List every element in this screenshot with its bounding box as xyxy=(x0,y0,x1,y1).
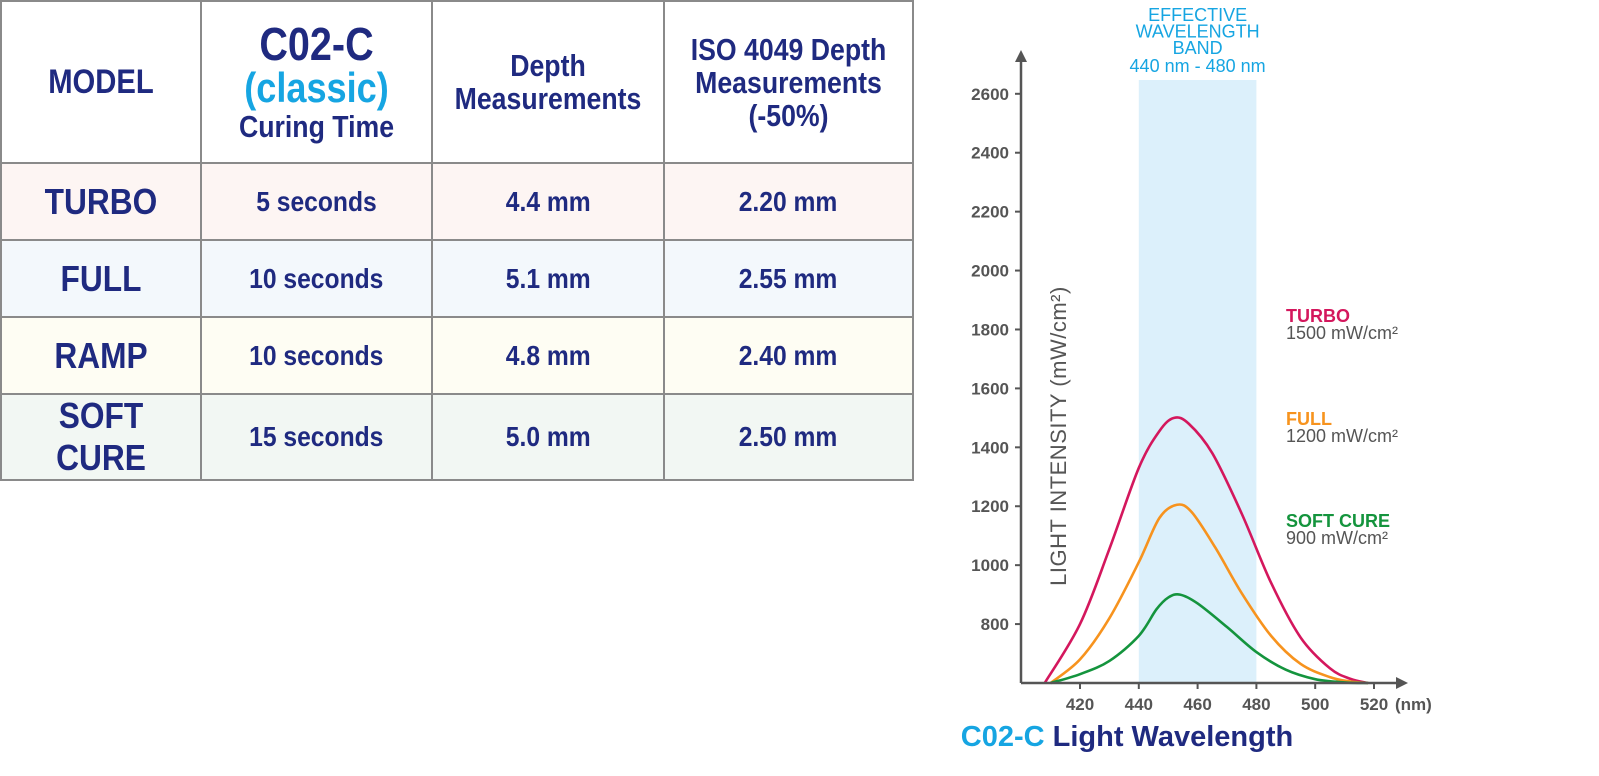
cell-model: RAMP xyxy=(0,316,202,395)
band-layer xyxy=(1138,80,1257,683)
cell-time: 5 seconds xyxy=(200,162,433,241)
table-header-row: MODEL C02-C (classic) Curing Time Depth … xyxy=(1,0,913,164)
header-curing-line3: Curing Time xyxy=(238,108,395,144)
cell-model: FULL xyxy=(0,239,202,318)
x-title-main: Light Wavelength xyxy=(1053,721,1294,753)
cell-time: 10 seconds xyxy=(200,316,433,395)
y-tick-label: 1000 xyxy=(971,556,1009,575)
x-axis-arrow xyxy=(1396,677,1408,689)
cell-depth: 5.0 mm xyxy=(431,393,665,481)
legend-value: 1200 mW/cm² xyxy=(1286,426,1398,446)
axis-layer xyxy=(1015,50,1408,689)
cell-iso: 2.40 mm xyxy=(663,316,914,395)
y-tick-label: 2000 xyxy=(971,262,1009,281)
band-title-line: BAND xyxy=(1173,38,1223,58)
cell-iso: 2.50 mm xyxy=(663,393,914,481)
cell-depth: 4.8 mm xyxy=(431,316,665,395)
band-range-label: 440 nm - 480 nm xyxy=(1130,56,1266,76)
header-curing-line1: C02-C xyxy=(259,17,374,70)
legend-name: FULL xyxy=(1286,409,1332,429)
header-iso-line2: Measurements xyxy=(695,64,882,100)
cell-depth: 4.4 mm xyxy=(431,162,665,241)
cell-model: TURBO xyxy=(0,162,202,241)
x-tick-label: 480 xyxy=(1242,695,1270,714)
x-tick-label: 460 xyxy=(1183,695,1211,714)
y-tick-label: 1800 xyxy=(971,320,1009,339)
x-axis-title: C02-C Light Wavelength xyxy=(961,721,1293,753)
header-iso: ISO 4049 Depth Measurements (-50%) xyxy=(680,0,897,164)
legend-value: 900 mW/cm² xyxy=(1286,528,1388,548)
table-row-ramp: RAMP 10 seconds 4.8 mm 2.40 mm xyxy=(0,316,914,395)
header-depth-line2: Measurements xyxy=(454,81,642,116)
band-title-line: WAVELENGTH xyxy=(1136,22,1260,42)
y-axis-arrow xyxy=(1015,50,1027,62)
y-tick-label: 2400 xyxy=(971,144,1009,163)
header-iso-line3: (-50%) xyxy=(748,97,829,133)
header-depth-line1: Depth xyxy=(510,48,586,83)
effective-band xyxy=(1138,80,1257,683)
cell-depth: 5.1 mm xyxy=(431,239,665,318)
x-tick-label: 520 xyxy=(1360,695,1388,714)
cell-model: SOFT CURE xyxy=(0,393,202,481)
cell-time: 10 seconds xyxy=(200,239,433,318)
y-tick-label: 1400 xyxy=(971,438,1009,457)
x-title-accent: C02-C xyxy=(961,721,1053,753)
x-tick-label: 440 xyxy=(1125,695,1153,714)
table-row-turbo: TURBO 5 seconds 4.4 mm 2.20 mm xyxy=(0,162,914,241)
x-tick-label: 500 xyxy=(1301,695,1329,714)
x-tick-label: 420 xyxy=(1066,695,1094,714)
header-model: MODEL xyxy=(14,0,188,164)
cell-iso: 2.55 mm xyxy=(663,239,914,318)
band-title-line: EFFECTIVE xyxy=(1148,5,1247,25)
header-iso-line1: ISO 4049 Depth xyxy=(690,31,887,67)
table-row-soft-cure: SOFT CURE 15 seconds 5.0 mm 2.50 mm xyxy=(0,393,914,481)
y-tick-label: 2600 xyxy=(971,85,1009,104)
header-curing-line2: (classic) xyxy=(244,63,389,111)
y-axis-title: LIGHT INTENSITY (mW/cm²) xyxy=(1046,286,1071,586)
spec-table: MODEL C02-C (classic) Curing Time Depth … xyxy=(0,0,914,481)
y-tick-label: 800 xyxy=(981,615,1009,634)
cell-time: 15 seconds xyxy=(200,393,433,481)
y-tick-label: 1600 xyxy=(971,379,1009,398)
y-tick-label: 1200 xyxy=(971,497,1009,516)
legend-name: TURBO xyxy=(1286,306,1350,326)
series-line-turbo xyxy=(1043,416,1369,685)
y-tick-label: 2200 xyxy=(971,203,1009,222)
series-line-full xyxy=(1049,503,1369,685)
legend-value: 1500 mW/cm² xyxy=(1286,323,1398,343)
header-depth: Depth Measurements xyxy=(447,0,649,164)
series-layer xyxy=(1043,416,1369,685)
series-line-soft-cure xyxy=(1050,593,1369,685)
cell-iso: 2.20 mm xyxy=(663,162,914,241)
table-row-full: FULL 10 seconds 5.1 mm 2.55 mm xyxy=(0,239,914,318)
legend-name: SOFT CURE xyxy=(1286,511,1390,531)
header-curing-time: C02-C (classic) Curing Time xyxy=(216,0,417,164)
x-unit-label: (nm) xyxy=(1395,695,1432,714)
